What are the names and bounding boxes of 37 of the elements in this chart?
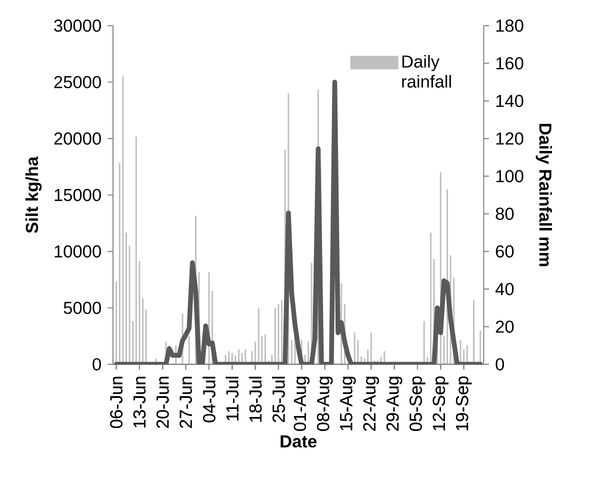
x-tick-label: 08-Aug: [316, 376, 333, 431]
y2-tick-label: 160: [496, 57, 524, 70]
y-tick-label: 0: [92, 358, 101, 370]
y2-tick-label: 60: [496, 245, 514, 258]
y-tick-label: 20000: [54, 132, 101, 145]
y2-tick-label: 180: [496, 20, 524, 32]
x-tick-label: 05-Sep: [410, 376, 426, 431]
x-tick-label: 19-Sep: [456, 376, 472, 430]
x-tick-label: 01-Aug: [294, 376, 310, 431]
x-tick-label: 06-Jun: [110, 376, 122, 428]
y2-tick-label: 20: [496, 320, 514, 333]
y-tick-label: 30000: [54, 20, 101, 32]
x-tick-label: 29-Aug: [386, 376, 402, 431]
x-tick-label: 04-Jul: [202, 376, 216, 422]
legend-label: Daily rainfall: [402, 54, 451, 88]
y2-tick-label: 140: [496, 94, 524, 108]
y2-tick-label: 120: [496, 132, 524, 145]
y-tick-label: 25000: [54, 76, 101, 88]
x-tick-label: 25-Jul: [272, 376, 285, 422]
y-axis-title: Silt kg/ha: [25, 156, 42, 234]
y2-tick-label: 40: [495, 282, 514, 296]
y2-axis-title: Daily Rainfall mm: [536, 124, 552, 266]
y2-tick-label: 0: [496, 358, 504, 370]
x-tick-label: 11-Jul: [226, 376, 239, 420]
x-tick-label: 12-Sep: [432, 376, 448, 430]
x-tick-label: 27-Jun: [180, 376, 192, 428]
x-tick-label: 20-Jun: [156, 376, 169, 428]
x-axis-title: Date: [280, 435, 317, 448]
x-tick-label: 15-Aug: [340, 376, 356, 430]
y-tick-label: 5000: [64, 302, 101, 314]
y-tick-label: 10000: [54, 245, 101, 258]
y2-tick-label: 80: [496, 208, 514, 220]
x-tick-label: 22-Aug: [363, 376, 379, 431]
y-tick-label: 15000: [54, 188, 101, 202]
x-tick-label: 18-Jul: [248, 376, 262, 422]
y2-tick-label: 100: [496, 170, 524, 182]
x-tick-label: 13-Jun: [133, 376, 146, 428]
